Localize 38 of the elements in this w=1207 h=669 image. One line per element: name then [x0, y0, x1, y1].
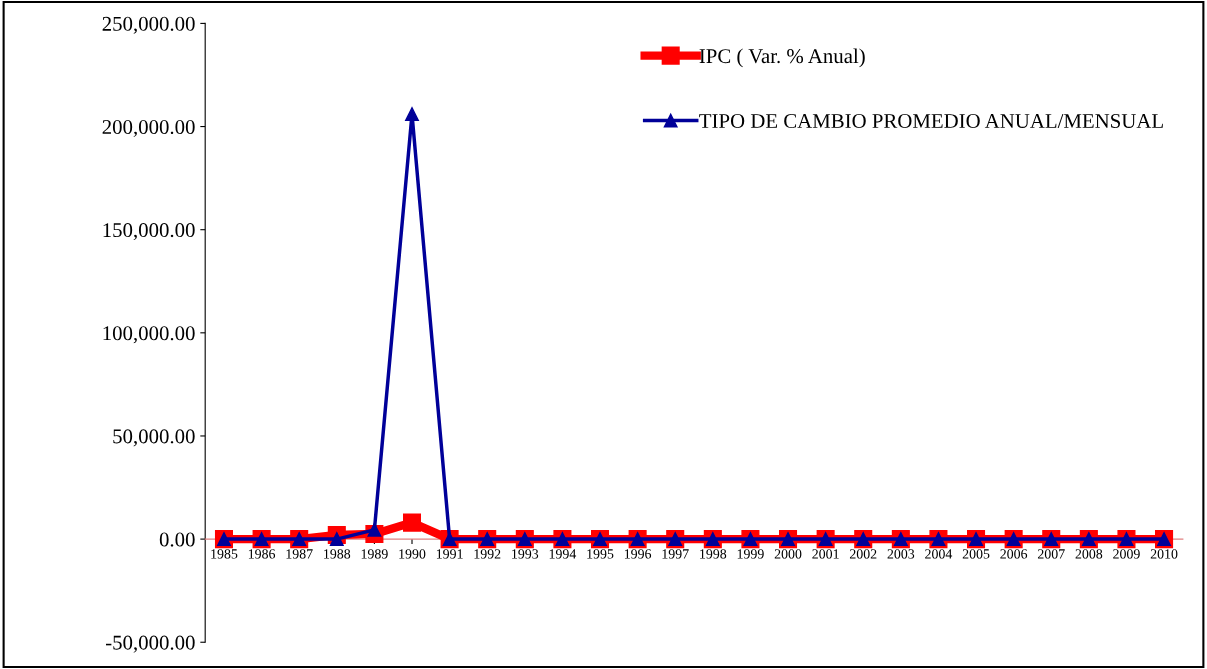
x-tick-label: 2006 — [1000, 549, 1028, 559]
x-tick-label: 1994 — [549, 549, 577, 559]
x-tick-label: 2009 — [1113, 549, 1140, 559]
x-tick-label: 1985 — [211, 549, 238, 559]
y-tick-label: 250,000.00 — [102, 16, 195, 34]
x-tick-label: 1988 — [324, 549, 351, 559]
x-tick-label: 2002 — [849, 549, 877, 559]
x-tick-label: 1999 — [737, 549, 764, 559]
point — [402, 513, 422, 532]
legend-label: TIPO DE CAMBIO PROMEDIO ANUAL/MENSUAL — [699, 113, 1163, 128]
x-tick-label: 2000 — [774, 549, 802, 559]
x-tick-label: 1996 — [624, 549, 652, 559]
x-tick-label: 1992 — [474, 549, 501, 559]
y-tick-label: 100,000.00 — [103, 326, 195, 344]
x-tick-label: 1995 — [587, 549, 614, 559]
y-tick-label: 50,000.00 — [113, 429, 195, 447]
x-tick-label: 1991 — [436, 549, 463, 559]
x-tick-label: 2001 — [812, 549, 839, 559]
x-tick-label: 1990 — [399, 549, 426, 559]
x-tick-label: 2005 — [962, 549, 990, 559]
y-tick-label: -50,000.00 — [105, 635, 195, 653]
x-tick-label: 2010 — [1150, 549, 1178, 559]
point — [329, 532, 344, 547]
x-tick-label: 2003 — [887, 549, 915, 559]
point — [367, 522, 382, 537]
x-tick-label: 2004 — [925, 549, 953, 559]
x-tick-label: 1986 — [248, 549, 276, 559]
x-tick-label: 1998 — [700, 549, 727, 559]
x-tick-label: 1987 — [286, 549, 313, 559]
point — [405, 107, 419, 122]
y-tick-label: 150,000.00 — [103, 223, 195, 241]
x-tick-label: 1989 — [361, 549, 388, 559]
x-tick-label: 2008 — [1075, 549, 1103, 559]
x-tick-label: 2007 — [1037, 549, 1065, 559]
x-tick-label: 1997 — [662, 549, 689, 559]
y-tick-label: 0.00 — [159, 532, 195, 547]
y-tick-label: 200,000.00 — [102, 119, 195, 137]
x-tick-label: 1993 — [512, 549, 539, 559]
